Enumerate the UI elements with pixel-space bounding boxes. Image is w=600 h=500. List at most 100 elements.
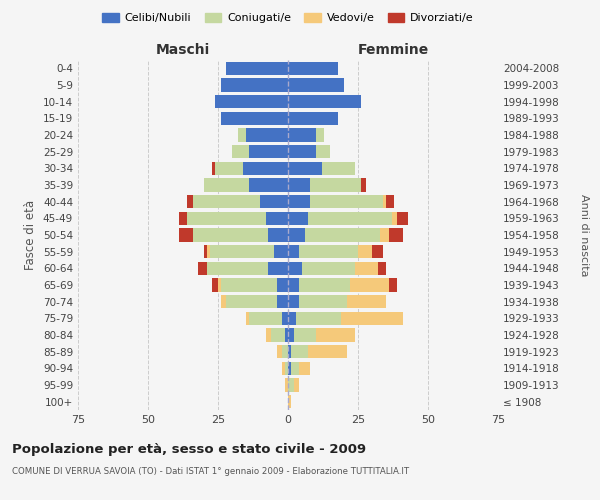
Bar xyxy=(249,312,283,325)
Bar xyxy=(285,378,288,392)
Bar xyxy=(310,195,383,208)
Bar xyxy=(322,162,355,175)
Bar xyxy=(361,178,367,192)
Bar xyxy=(187,212,266,225)
Bar xyxy=(372,245,383,258)
Bar xyxy=(288,78,344,92)
Bar xyxy=(221,78,288,92)
Bar xyxy=(296,312,341,325)
Bar xyxy=(347,295,386,308)
Bar xyxy=(207,245,209,258)
Bar xyxy=(316,128,325,141)
Bar xyxy=(293,328,316,342)
Legend: Celibi/Nubili, Coniugati/e, Vedovi/e, Divorziati/e: Celibi/Nubili, Coniugati/e, Vedovi/e, Di… xyxy=(98,8,478,28)
Text: Femmine: Femmine xyxy=(358,42,428,56)
Bar xyxy=(268,262,288,275)
Bar xyxy=(341,312,403,325)
Bar xyxy=(221,112,288,125)
Bar xyxy=(305,228,380,241)
Bar xyxy=(274,245,288,258)
Bar xyxy=(355,262,377,275)
Bar xyxy=(285,362,288,375)
Bar xyxy=(277,278,288,291)
Bar xyxy=(283,345,288,358)
Bar xyxy=(283,362,285,375)
Bar xyxy=(226,62,288,75)
Bar xyxy=(266,212,288,225)
Bar xyxy=(288,145,316,158)
Bar xyxy=(277,295,288,308)
Bar xyxy=(218,278,221,291)
Bar xyxy=(283,312,288,325)
Bar xyxy=(288,328,293,342)
Bar xyxy=(238,128,246,141)
Bar xyxy=(288,95,361,108)
Bar xyxy=(288,395,291,408)
Bar xyxy=(204,178,249,192)
Bar xyxy=(358,245,372,258)
Bar xyxy=(288,162,322,175)
Bar xyxy=(179,212,187,225)
Bar xyxy=(288,62,338,75)
Bar xyxy=(221,295,226,308)
Bar xyxy=(268,228,288,241)
Bar xyxy=(392,212,397,225)
Bar xyxy=(288,312,296,325)
Bar xyxy=(179,228,193,241)
Bar xyxy=(288,128,316,141)
Bar xyxy=(386,195,394,208)
Bar xyxy=(249,178,288,192)
Bar xyxy=(285,328,288,342)
Bar xyxy=(288,295,299,308)
Bar xyxy=(288,362,291,375)
Bar xyxy=(288,112,338,125)
Bar xyxy=(288,378,293,392)
Bar xyxy=(212,162,215,175)
Bar xyxy=(299,295,347,308)
Bar xyxy=(302,262,355,275)
Bar xyxy=(291,345,308,358)
Bar xyxy=(204,245,207,258)
Bar xyxy=(288,262,302,275)
Bar xyxy=(193,195,260,208)
Bar xyxy=(389,228,403,241)
Text: COMUNE DI VERRUA SAVOIA (TO) - Dati ISTAT 1° gennaio 2009 - Elaborazione TUTTITA: COMUNE DI VERRUA SAVOIA (TO) - Dati ISTA… xyxy=(12,468,409,476)
Bar xyxy=(397,212,409,225)
Bar xyxy=(389,278,397,291)
Bar xyxy=(221,278,277,291)
Bar xyxy=(288,195,310,208)
Bar xyxy=(293,378,299,392)
Bar xyxy=(187,195,193,208)
Bar xyxy=(246,128,288,141)
Bar xyxy=(215,162,243,175)
Bar xyxy=(260,195,288,208)
Bar xyxy=(277,345,283,358)
Text: Maschi: Maschi xyxy=(156,42,210,56)
Y-axis label: Anni di nascita: Anni di nascita xyxy=(579,194,589,276)
Bar xyxy=(288,278,299,291)
Bar xyxy=(207,262,268,275)
Bar xyxy=(377,262,386,275)
Bar xyxy=(271,328,285,342)
Bar xyxy=(199,262,207,275)
Bar xyxy=(193,228,268,241)
Bar xyxy=(266,328,271,342)
Bar xyxy=(249,145,288,158)
Bar xyxy=(383,195,386,208)
Bar xyxy=(350,278,389,291)
Bar xyxy=(246,312,249,325)
Bar xyxy=(308,212,392,225)
Bar xyxy=(232,145,249,158)
Bar xyxy=(310,178,361,192)
Bar xyxy=(243,162,288,175)
Bar xyxy=(380,228,389,241)
Bar xyxy=(299,245,358,258)
Bar xyxy=(212,278,218,291)
Bar xyxy=(291,362,299,375)
Bar xyxy=(316,328,355,342)
Bar xyxy=(299,362,310,375)
Bar xyxy=(288,245,299,258)
Bar xyxy=(288,228,305,241)
Text: Popolazione per età, sesso e stato civile - 2009: Popolazione per età, sesso e stato civil… xyxy=(12,442,366,456)
Bar xyxy=(209,245,274,258)
